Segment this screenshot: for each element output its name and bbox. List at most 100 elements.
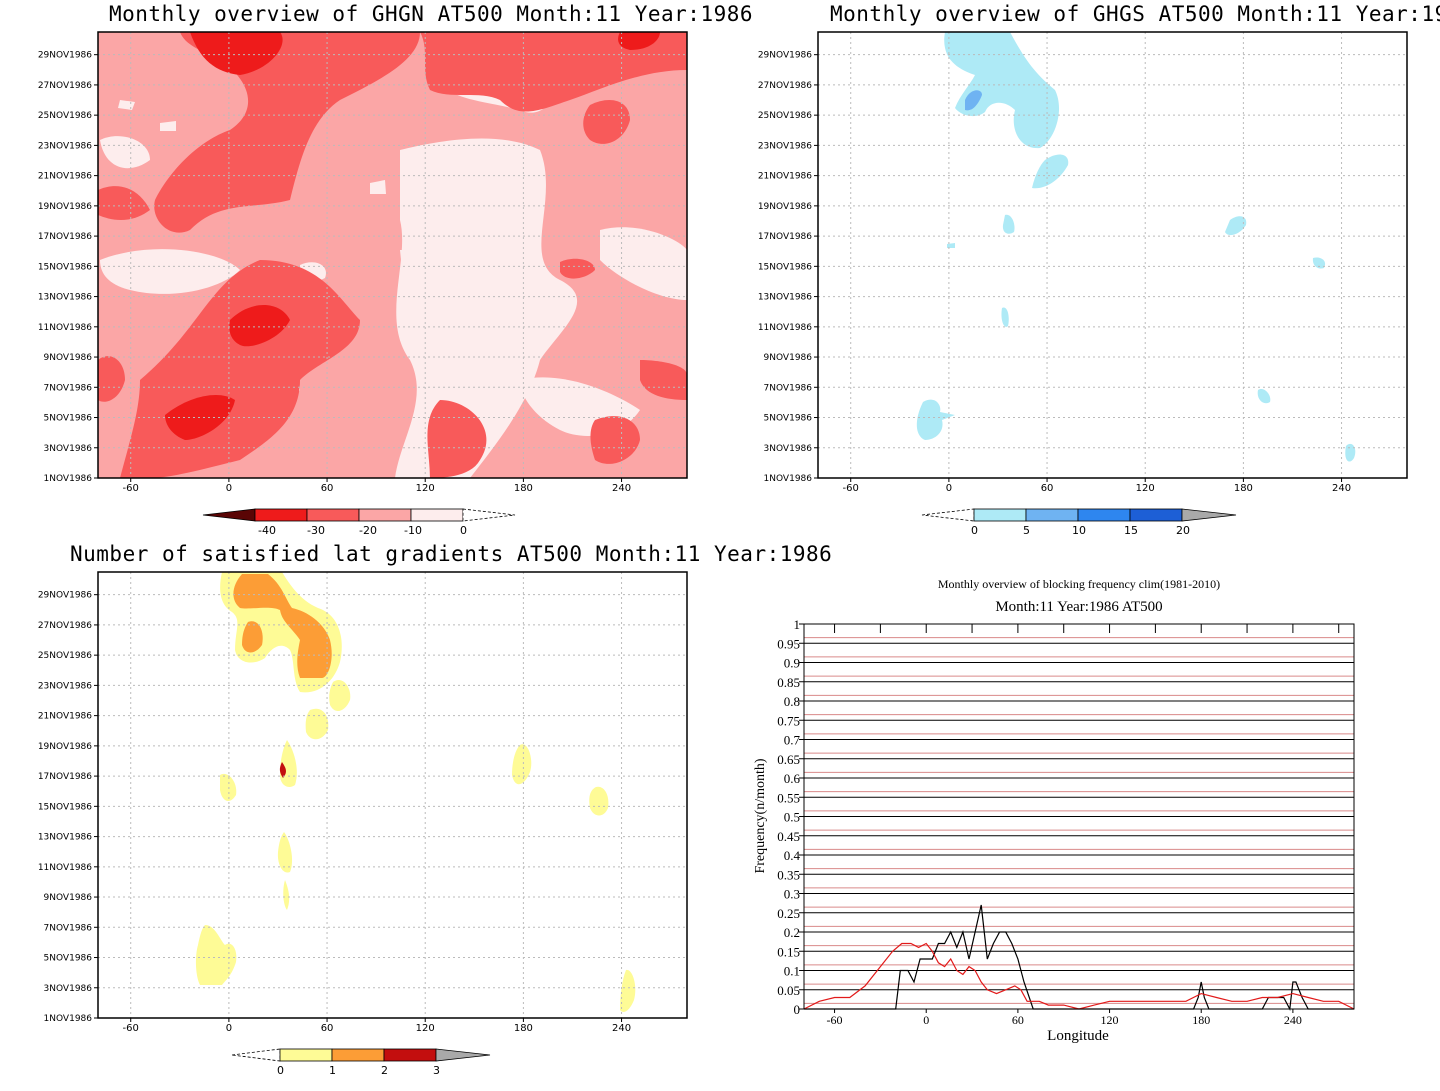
ghgs-y-tick-label: 27NOV1986 [758, 81, 812, 91]
grad-y-tick-label: 1NOV1986 [44, 1014, 93, 1024]
freq-y-tick-label: 0.55 [777, 790, 800, 805]
freq-y-tick-label: 0.3 [784, 887, 800, 902]
grad-y-tick-label: 19NOV1986 [38, 742, 92, 752]
ghgn-x-tick-label: 60 [321, 483, 334, 494]
ghgs-colorbar-under [921, 508, 975, 522]
freq-y-tick-label: 0.9 [784, 656, 800, 671]
ghgs-y-tick-label: 3NOV1986 [764, 444, 813, 454]
freq-y-tick-label: 0.7 [784, 733, 801, 748]
grad-y-tick-label: 9NOV1986 [44, 893, 93, 903]
ghgs-y-tick-label: 15NOV1986 [758, 262, 812, 272]
grad-y-tick-label: 17NOV1986 [38, 772, 92, 782]
freq-xlabel: Longitude [1047, 1028, 1109, 1044]
freq-x-tick-label: 180 [1192, 1013, 1210, 1027]
ghgs-title: Monthly overview of GHGS AT500 Month:11 … [830, 2, 1440, 26]
ghgs-y-axis: 1NOV1986 3NOV1986 5NOV1986 7NOV1986 9NOV1986… [758, 51, 818, 484]
grad-y-tick-label: 25NOV1986 [38, 651, 92, 661]
freq-y-tick-label: 0.35 [777, 867, 800, 882]
freq-y-tick-label: 0.4 [784, 848, 801, 863]
grad-x-axis: -60 0 60 120 180 240 [123, 1018, 631, 1034]
freq-y-tick-label: 0.75 [777, 713, 800, 728]
grad-frame [97, 571, 688, 1019]
freq-series [803, 904, 1355, 1011]
grad-cb-label: 3 [433, 1064, 440, 1077]
ghgn-panel: 1NOV1986 3NOV1986 5NOV1986 7NOV1986 9NOV1986… [38, 31, 688, 537]
grad-y-tick-label: 27NOV1986 [38, 621, 92, 631]
freq-panel: Monthly overview of blocking frequency c… [753, 577, 1355, 1044]
grad-y-tick-label: 15NOV1986 [38, 802, 92, 812]
grad-y-tick-label: 11NOV1986 [38, 863, 92, 873]
ghgs-cb-label: 15 [1124, 524, 1138, 537]
ghgn-y-tick-label: 11NOV1986 [38, 323, 92, 333]
ghgn-y-tick-label: 1NOV1986 [44, 474, 93, 484]
grad-cb-label: 2 [381, 1064, 388, 1077]
ghgs-x-tick-label: 60 [1041, 483, 1054, 494]
ghgn-y-axis: 1NOV1986 3NOV1986 5NOV1986 7NOV1986 9NOV1986… [38, 51, 98, 484]
freq-x-tick-label: 60 [1012, 1013, 1024, 1027]
freq-y-tick-label: 0.2 [784, 925, 800, 940]
grad-y-tick-label: 7NOV1986 [44, 923, 93, 933]
ghgs-cb-label: 5 [1023, 524, 1030, 537]
ghgn-y-tick-label: 29NOV1986 [38, 51, 92, 61]
grad-y-tick-label: 13NOV1986 [38, 833, 92, 843]
ghgs-gridlines [818, 32, 1407, 478]
ghgs-x-tick-label: 120 [1136, 483, 1155, 494]
ghgs-y-tick-label: 9NOV1986 [764, 353, 813, 363]
grad-y-tick-label: 5NOV1986 [44, 954, 93, 964]
grad-x-tick-label: 240 [612, 1023, 631, 1034]
ghgn-y-tick-label: 17NOV1986 [38, 232, 92, 242]
ghgn-colorbar-under [202, 508, 256, 522]
freq-gridlines [804, 623, 1354, 1010]
ghgn-y-tick-label: 7NOV1986 [44, 383, 93, 393]
ghgn-cb-label: 0 [460, 524, 467, 537]
ghgs-frame [817, 31, 1408, 479]
freq-y-tick-label: 0.45 [777, 829, 800, 844]
freq-y-tick-label: 0.65 [777, 752, 800, 767]
ghgs-x-tick-label: 0 [946, 483, 952, 494]
freq-x-tick-label: 120 [1101, 1013, 1119, 1027]
ghgs-cb-label: 0 [971, 524, 978, 537]
grad-y-tick-label: 3NOV1986 [44, 984, 93, 994]
ghgs-panel: 1NOV1986 3NOV1986 5NOV1986 7NOV1986 9NOV1986… [758, 31, 1408, 537]
grad-x-tick-label: -60 [123, 1023, 139, 1034]
ghgn-cb-label: -30 [307, 524, 325, 537]
ghgs-x-tick-label: 240 [1332, 483, 1351, 494]
ghgn-cb-label: -20 [359, 524, 377, 537]
ghgn-x-tick-label: 180 [514, 483, 533, 494]
ghgn-x-tick-label: 0 [226, 483, 232, 494]
freq-y-tick-label: 0.8 [784, 694, 800, 709]
ghgn-cb-label: -40 [258, 524, 276, 537]
ghgn-title: Monthly overview of GHGN AT500 Month:11 … [109, 2, 754, 26]
freq-x-tick-label: -60 [827, 1013, 843, 1027]
freq-y-tick-label: 0.1 [784, 964, 800, 979]
grad-x-tick-label: 180 [514, 1023, 533, 1034]
freq-y-tick-label: 1 [794, 617, 801, 632]
grad-title: Number of satisfied lat gradients AT500 … [70, 542, 833, 566]
ghgn-y-tick-label: 5NOV1986 [44, 414, 93, 424]
ghgs-y-tick-label: 19NOV1986 [758, 202, 812, 212]
grad-colorbar-over [435, 1048, 491, 1062]
freq-subtitle: Month:11 Year:1986 AT500 [995, 599, 1162, 615]
ghgs-cb-label: 10 [1072, 524, 1086, 537]
grad-cb-label: 1 [329, 1064, 336, 1077]
grad-y-tick-label: 23NOV1986 [38, 681, 92, 691]
ghgs-colorbar: 0 5 10 15 20 [921, 508, 1237, 537]
ghgs-x-axis: -60 0 60 120 180 240 [843, 478, 1351, 494]
freq-ylabel: Frequency(n/month) [753, 758, 768, 873]
ghgn-y-tick-label: 3NOV1986 [44, 444, 93, 454]
ghgn-y-tick-label: 15NOV1986 [38, 262, 92, 272]
ghgs-y-tick-label: 13NOV1986 [758, 293, 812, 303]
grad-gridlines [98, 572, 687, 1018]
freq-frame [803, 623, 1355, 1010]
freq-y-tick-label: 0 [794, 1002, 801, 1017]
ghgs-x-tick-label: 180 [1234, 483, 1253, 494]
ghgs-cb-label: 20 [1176, 524, 1190, 537]
freq-series-red-line [803, 942, 1355, 1010]
ghgn-x-tick-label: 120 [416, 483, 435, 494]
freq-series-black-line [804, 904, 1354, 1011]
freq-y-tick-label: 0.85 [777, 675, 800, 690]
ghgs-colorbar-over [1181, 508, 1237, 522]
freq-x-tick-label: 240 [1284, 1013, 1302, 1027]
ghgn-frame [97, 31, 688, 479]
grad-y-axis: 1NOV1986 3NOV1986 5NOV1986 7NOV1986 9NOV1986… [38, 591, 98, 1024]
